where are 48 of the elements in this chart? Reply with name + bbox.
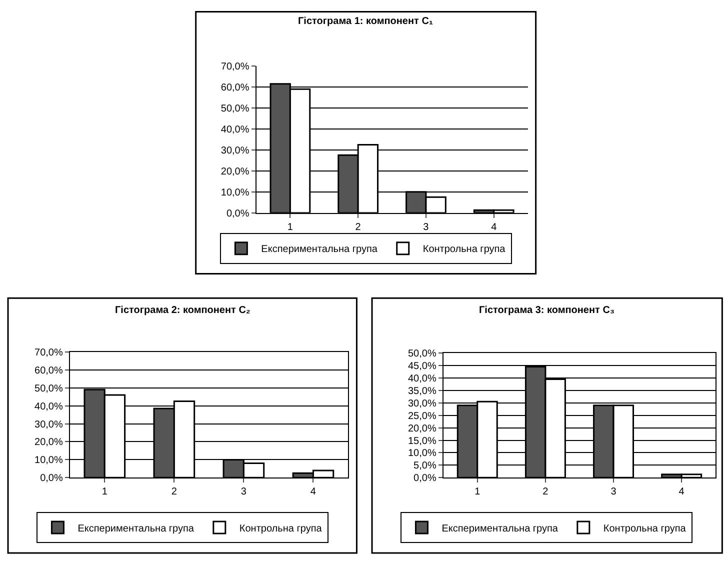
x-tick-label: 4: [678, 486, 685, 498]
legend-label: Контрольна група: [239, 523, 322, 534]
y-tick-label: 60,0%: [34, 365, 63, 376]
y-tick-label: 35,0%: [408, 386, 436, 397]
y-tick-label: 70,0%: [34, 347, 63, 358]
y-tick-label: 0,0%: [414, 473, 436, 484]
legend-label: Експериментальна група: [261, 244, 378, 256]
y-tick-label: 20,0%: [34, 437, 63, 448]
y-tick-label: 70,0%: [220, 62, 250, 73]
y-tick-label: 50,0%: [220, 104, 250, 114]
chart-title: Гістограма 1: компонент C₁: [298, 16, 434, 27]
y-tick-label: 40,0%: [34, 401, 63, 412]
x-tick-label: 3: [610, 486, 617, 498]
y-tick-label: 10,0%: [34, 455, 63, 466]
x-tick-label: 1: [287, 222, 294, 233]
x-tick-label: 1: [474, 486, 481, 498]
chart-title: Гістограма 3: компонент C₃: [479, 305, 615, 316]
x-tick-label: 4: [310, 486, 316, 498]
x-tick-label: 2: [171, 486, 178, 498]
y-tick-label: 40,0%: [220, 124, 250, 136]
y-tick-label: 20,0%: [408, 423, 436, 434]
x-tick-label: 2: [355, 222, 362, 233]
x-tick-label: 3: [423, 222, 430, 233]
legend-label: Контрольна група: [422, 244, 506, 256]
y-tick-label: 45,0%: [408, 360, 436, 372]
legend-label: Експериментальна група: [442, 523, 558, 534]
y-tick-label: 50,0%: [34, 383, 63, 394]
legend-label: Експериментальна група: [78, 523, 194, 534]
y-tick-label: 50,0%: [408, 348, 436, 360]
x-tick-label: 3: [240, 486, 247, 498]
y-tick-label: 0,0%: [226, 208, 250, 220]
y-tick-label: 5,0%: [414, 460, 436, 472]
x-tick-label: 4: [491, 222, 498, 233]
y-tick-label: 15,0%: [408, 436, 436, 447]
y-tick-label: 60,0%: [220, 82, 250, 94]
y-tick-label: 10,0%: [408, 448, 436, 460]
y-tick-label: 30,0%: [220, 145, 250, 156]
x-tick-label: 1: [102, 486, 108, 498]
y-tick-label: 30,0%: [408, 398, 436, 410]
x-tick-label: 2: [542, 486, 549, 498]
y-tick-label: 25,0%: [408, 410, 436, 422]
y-tick-label: 40,0%: [408, 373, 436, 384]
y-tick-label: 10,0%: [220, 187, 250, 198]
y-tick-label: 0,0%: [40, 473, 63, 484]
y-tick-label: 30,0%: [34, 419, 63, 430]
chart-title: Гістограма 2: компонент C₂: [115, 305, 250, 316]
y-tick-label: 20,0%: [220, 166, 250, 178]
legend-label: Контрольна група: [603, 523, 686, 534]
